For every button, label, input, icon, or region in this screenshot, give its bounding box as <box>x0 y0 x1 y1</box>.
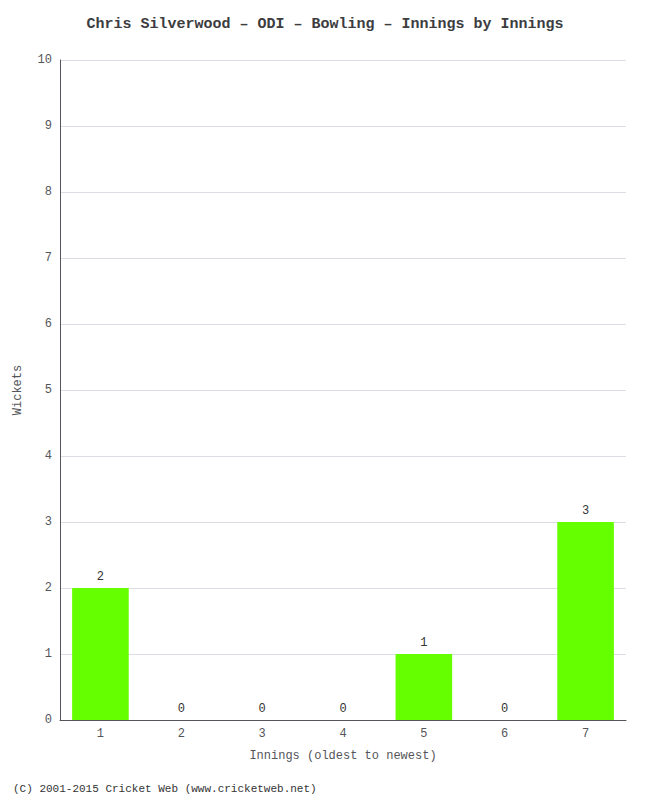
svg-text:Innings (oldest to newest): Innings (oldest to newest) <box>249 749 436 763</box>
svg-text:(C) 2001-2015 Cricket Web (www: (C) 2001-2015 Cricket Web (www.cricketwe… <box>13 783 317 795</box>
svg-text:7: 7 <box>45 251 52 265</box>
svg-text:6: 6 <box>45 317 52 331</box>
svg-text:3: 3 <box>259 727 266 741</box>
svg-text:1: 1 <box>420 636 427 650</box>
svg-text:0: 0 <box>501 702 508 716</box>
svg-text:3: 3 <box>582 504 589 518</box>
svg-text:4: 4 <box>339 727 346 741</box>
svg-text:1: 1 <box>97 727 104 741</box>
svg-text:6: 6 <box>501 727 508 741</box>
svg-text:0: 0 <box>45 713 52 727</box>
svg-text:5: 5 <box>420 727 427 741</box>
svg-text:5: 5 <box>45 383 52 397</box>
svg-text:2: 2 <box>45 581 52 595</box>
svg-text:0: 0 <box>339 702 346 716</box>
svg-text:1: 1 <box>45 647 52 661</box>
svg-text:0: 0 <box>178 702 185 716</box>
svg-text:8: 8 <box>45 185 52 199</box>
svg-text:10: 10 <box>38 53 52 67</box>
svg-text:7: 7 <box>582 727 589 741</box>
svg-text:4: 4 <box>45 449 52 463</box>
svg-text:9: 9 <box>45 119 52 133</box>
svg-text:0: 0 <box>259 702 266 716</box>
svg-text:2: 2 <box>97 570 104 584</box>
svg-text:2: 2 <box>178 727 185 741</box>
svg-text:Chris Silverwood – ODI – Bowli: Chris Silverwood – ODI – Bowling – Innin… <box>86 16 563 33</box>
svg-text:Wickets: Wickets <box>11 365 25 415</box>
svg-text:3: 3 <box>45 515 52 529</box>
